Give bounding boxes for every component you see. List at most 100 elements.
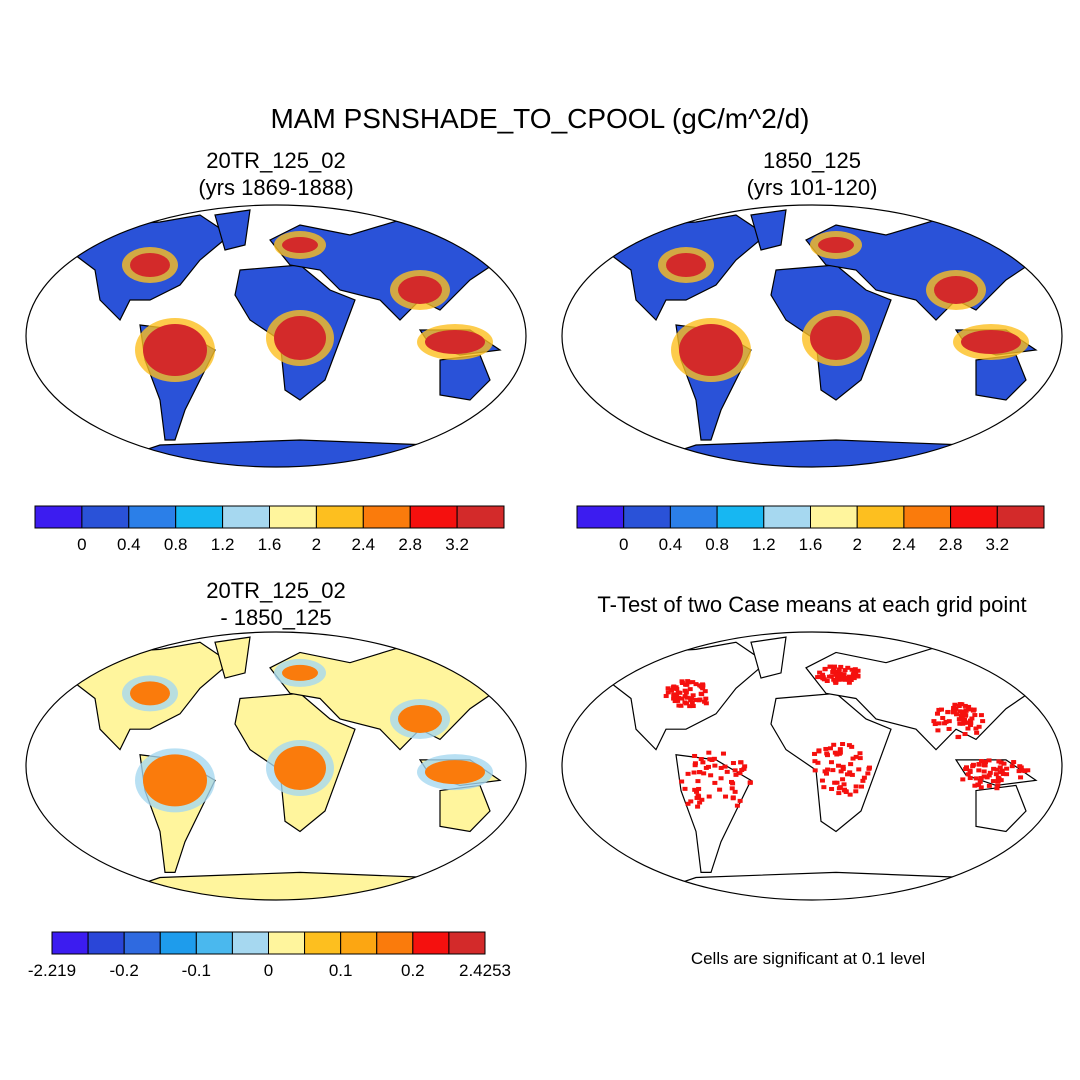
significant-cell — [970, 764, 976, 769]
significant-cell — [855, 673, 861, 678]
significant-cell — [742, 764, 748, 769]
significant-cell — [1016, 769, 1022, 774]
hot-region — [961, 330, 1021, 354]
significant-cell — [974, 730, 980, 735]
significant-cell — [978, 785, 984, 790]
significant-cell — [690, 680, 696, 685]
colorbar-box — [763, 505, 811, 529]
significant-cell — [812, 751, 818, 756]
significant-cell — [850, 756, 856, 761]
significant-cell — [838, 769, 844, 774]
significant-cell — [957, 709, 963, 714]
hot-region — [398, 704, 442, 733]
colorbar-label: 2.8 — [939, 535, 963, 554]
significant-cell — [940, 715, 946, 720]
colorbar-label: 1.6 — [799, 535, 823, 554]
significant-cell — [693, 682, 699, 687]
significant-cell — [700, 760, 706, 765]
hot-region — [282, 237, 318, 253]
colorbar-box — [448, 931, 486, 955]
significant-cell — [703, 765, 709, 770]
colorbar-label: 1.2 — [752, 535, 776, 554]
significant-cell — [697, 697, 703, 702]
colorbar-label: 1.6 — [258, 535, 282, 554]
significant-cell — [857, 751, 863, 756]
significant-cell — [861, 775, 867, 780]
significant-cell — [986, 783, 992, 788]
significant-cell — [866, 765, 872, 770]
colorbar-box — [195, 931, 233, 955]
significant-cell — [860, 778, 866, 783]
significant-cell — [954, 712, 960, 717]
significant-cell — [668, 688, 674, 693]
significant-cell — [732, 768, 738, 773]
significant-cell — [679, 679, 685, 684]
colorbar-label: 0.8 — [164, 535, 188, 554]
significant-cell — [737, 771, 743, 776]
significant-cell — [832, 780, 838, 785]
colorbar-label: 2.8 — [398, 535, 422, 554]
colorbar-label: -2.219 — [28, 961, 76, 980]
significant-cell — [822, 769, 828, 774]
significant-cell — [691, 770, 697, 775]
significant-cell — [832, 664, 838, 669]
significant-cell — [995, 779, 1001, 784]
colorbar-box — [856, 505, 905, 529]
significant-cell — [932, 722, 938, 727]
colorbar-box — [716, 505, 765, 529]
colorbar-box — [903, 505, 952, 529]
significant-cell — [732, 789, 738, 794]
significant-cell — [936, 721, 942, 726]
colorbar-box — [362, 505, 411, 529]
significant-cell — [995, 783, 1001, 788]
significant-cell — [978, 776, 984, 781]
colorbar-label: 2.4 — [351, 535, 375, 554]
significant-cell — [853, 784, 859, 789]
significant-cell — [836, 667, 842, 672]
significant-cell — [986, 773, 992, 778]
hot-region — [810, 316, 862, 360]
significant-cell — [824, 678, 830, 683]
significant-cell — [952, 709, 958, 714]
significant-cell — [836, 791, 842, 796]
significant-cell — [968, 707, 974, 712]
colorbar-label: 0 — [77, 535, 86, 554]
significant-cell — [663, 694, 669, 699]
land — [439, 354, 491, 401]
hot-region — [398, 276, 442, 304]
significant-cell — [957, 721, 963, 726]
significant-cell — [706, 794, 712, 799]
significant-cell — [821, 677, 827, 682]
significant-cell — [991, 766, 997, 771]
panel-subtitle: (yrs 1869-1888) — [198, 175, 353, 200]
significant-cell — [840, 677, 846, 682]
significant-cell — [946, 726, 952, 731]
hot-region — [425, 760, 485, 785]
colorbar-label: 2 — [852, 535, 861, 554]
significant-cell — [956, 717, 962, 722]
significant-cell — [702, 689, 708, 694]
land — [214, 209, 251, 251]
significant-cell — [967, 769, 973, 774]
hot-region — [679, 324, 743, 376]
significant-cell — [674, 687, 680, 692]
significant-cell — [694, 789, 700, 794]
hot-region — [130, 253, 170, 277]
significant-cell — [972, 713, 978, 718]
significant-cell — [697, 770, 703, 775]
significant-cell — [823, 746, 829, 751]
significant-cell — [697, 800, 703, 805]
hot-region — [143, 324, 207, 376]
colorbar-box — [51, 931, 89, 955]
significant-cell — [830, 768, 836, 773]
colorbar-label: 3.2 — [985, 535, 1009, 554]
significant-cell — [846, 743, 852, 748]
colorbar-box — [340, 931, 378, 955]
significant-cell — [734, 803, 740, 808]
significant-cell — [737, 798, 743, 803]
significant-cell — [685, 771, 691, 776]
map — [69, 209, 502, 467]
significant-cell — [672, 699, 678, 704]
colorbar-box — [412, 931, 450, 955]
significant-cell — [970, 708, 976, 713]
